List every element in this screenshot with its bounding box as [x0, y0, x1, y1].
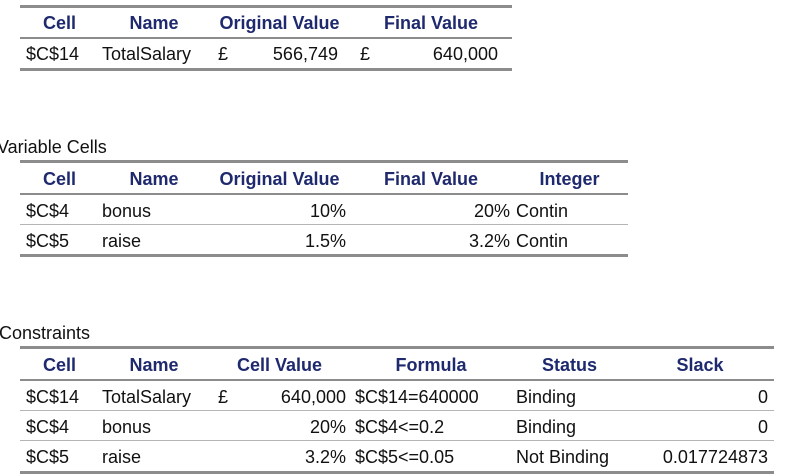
con-row3-status: Not Binding — [516, 447, 610, 467]
con-header-value: Cell Value — [236, 355, 323, 375]
obj-header-name: Name — [129, 13, 179, 33]
obj-row-name: TotalSalary — [102, 44, 192, 64]
var-row2-orig: 1.5% — [304, 231, 346, 251]
con-row3-cell: $C$5 — [26, 447, 70, 467]
obj-header-final: Final Value — [383, 13, 479, 33]
objective-top-rule — [20, 5, 512, 8]
var-header-cell: Cell — [42, 169, 76, 189]
con-row1-status: Binding — [516, 387, 577, 407]
con-header-status: Status — [541, 355, 597, 375]
con-row2-status: Binding — [516, 417, 577, 437]
var-row1-final: 20% — [473, 201, 510, 221]
con-header-formula: Formula — [395, 355, 467, 375]
obj-header-original: Original Value — [219, 13, 340, 33]
constraints-bottom-rule — [20, 471, 774, 474]
objective-header-rule — [20, 37, 512, 39]
obj-row-orig-value: 566,749 — [272, 44, 338, 64]
var-row1-name: bonus — [102, 201, 152, 221]
variable-top-rule — [20, 160, 628, 163]
con-row1-cell: $C$14 — [26, 387, 80, 407]
con-row1-value: 640,000 — [280, 387, 346, 407]
variable-header-rule — [20, 193, 628, 195]
variable-bottom-rule — [20, 254, 628, 257]
con-row3-name: raise — [102, 447, 142, 467]
con-header-slack: Slack — [676, 355, 724, 375]
con-row2-value: 20% — [309, 417, 346, 437]
obj-row-cell: $C$14 — [26, 44, 80, 64]
con-row3-slack: 0.017724873 — [662, 447, 768, 467]
objective-bottom-rule — [20, 68, 512, 71]
constraints-header-rule — [20, 379, 774, 381]
var-row2-cell: $C$5 — [26, 231, 70, 251]
var-header-original: Original Value — [219, 169, 340, 189]
var-row1-integer: Contin — [516, 201, 569, 221]
con-row1-slack: 0 — [757, 387, 768, 407]
con-header-name: Name — [129, 355, 179, 375]
con-row1-currency: £ — [218, 387, 229, 407]
con-row2-cell: $C$4 — [26, 417, 70, 437]
var-row1-orig: 10% — [309, 201, 346, 221]
obj-header-cell: Cell — [42, 13, 76, 33]
constraints-row-rule-2 — [20, 440, 774, 441]
var-header-integer: Integer — [539, 169, 600, 189]
obj-row-orig-currency: £ — [218, 44, 229, 64]
con-row2-slack: 0 — [757, 417, 768, 437]
var-row2-integer: Contin — [516, 231, 569, 251]
obj-row-final-currency: £ — [360, 44, 371, 64]
con-header-cell: Cell — [42, 355, 76, 375]
constraints-title: Constraints — [0, 323, 91, 343]
var-header-final: Final Value — [383, 169, 479, 189]
variable-row-rule — [20, 224, 628, 225]
var-row2-name: raise — [102, 231, 142, 251]
con-row3-value: 3.2% — [304, 447, 346, 467]
constraints-top-rule — [20, 346, 774, 349]
con-row3-formula: $C$5<=0.05 — [355, 447, 455, 467]
var-row2-final: 3.2% — [468, 231, 510, 251]
var-row1-cell: $C$4 — [26, 201, 70, 221]
obj-row-final-value: 640,000 — [432, 44, 498, 64]
variable-cells-title: Variable Cells — [0, 137, 107, 157]
con-row1-name: TotalSalary — [102, 387, 192, 407]
constraints-row-rule-1 — [20, 410, 774, 411]
con-row1-formula: $C$14=640000 — [355, 387, 479, 407]
con-row2-formula: $C$4<=0.2 — [355, 417, 445, 437]
con-row2-name: bonus — [102, 417, 152, 437]
var-header-name: Name — [129, 169, 179, 189]
